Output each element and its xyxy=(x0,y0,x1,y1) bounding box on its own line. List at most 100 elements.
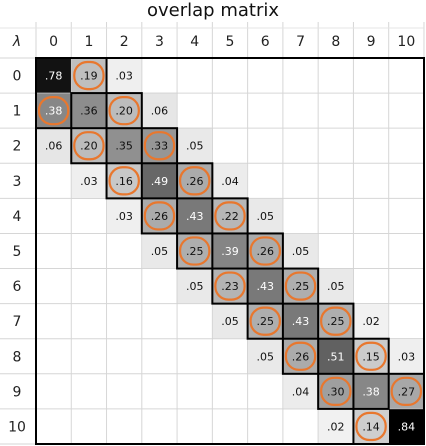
cell-value-label: .49 xyxy=(151,175,169,188)
highlight-ring xyxy=(143,131,176,161)
x-tick-label: 9 xyxy=(367,34,376,50)
cell-value-label: .20 xyxy=(115,105,133,118)
cell-value-label: .02 xyxy=(362,315,380,328)
cell-value-label: .03 xyxy=(398,350,416,363)
matrix-cell xyxy=(247,233,284,269)
highlight-ring xyxy=(320,306,352,336)
cell-value-label: .23 xyxy=(221,280,239,293)
matrix-cell xyxy=(212,198,248,234)
highlight-ring xyxy=(108,166,140,196)
cell-value-label: .22 xyxy=(221,210,239,223)
x-tick-label: 5 xyxy=(226,34,235,50)
cell-value-label: .51 xyxy=(327,350,345,363)
x-tick-label: 2 xyxy=(120,34,129,50)
matrix-cell xyxy=(388,408,425,445)
y-tick-label: 1 xyxy=(13,104,22,120)
x-tick-label: 7 xyxy=(296,34,305,50)
cell-value-label: .43 xyxy=(257,280,275,293)
matrix-cell xyxy=(212,303,248,340)
highlight-ring xyxy=(320,376,352,406)
cell-value-label: .27 xyxy=(398,385,416,398)
highlight-ring xyxy=(355,411,387,442)
cell-value-label: .14 xyxy=(362,420,380,433)
matrix-cell xyxy=(106,162,143,199)
matrix-cell xyxy=(141,92,178,129)
matrix-frame xyxy=(35,57,425,445)
cell-value-label: .06 xyxy=(151,105,169,118)
cell-value-label: .04 xyxy=(221,175,239,188)
cell-value-label: .25 xyxy=(292,280,310,293)
cell-value-label: .26 xyxy=(292,350,310,363)
y-tick-label: 2 xyxy=(13,139,22,155)
matrix-cell xyxy=(247,268,284,304)
matrix-cell xyxy=(317,268,354,304)
matrix-cell xyxy=(141,198,178,234)
highlight-ring xyxy=(73,60,105,91)
y-tick-label: 0 xyxy=(13,69,22,85)
highlight-ring xyxy=(284,341,317,371)
highlight-ring xyxy=(214,271,246,301)
cell-value-label: .19 xyxy=(80,70,98,83)
y-tick-label: 6 xyxy=(13,279,22,295)
cell-value-label: .25 xyxy=(186,245,204,258)
y-tick-label: 3 xyxy=(13,174,22,190)
matrix-cell xyxy=(70,127,107,164)
cell-value-label: .38 xyxy=(45,105,63,118)
lambda-corner-label: λ xyxy=(12,34,21,50)
cell-value-label: .78 xyxy=(45,70,63,83)
cell-value-label: .30 xyxy=(327,385,345,398)
highlight-ring xyxy=(249,306,281,336)
cell-value-label: .20 xyxy=(80,140,98,153)
cell-value-label: .16 xyxy=(115,175,133,188)
y-tick-label: 7 xyxy=(13,314,22,330)
highlight-ring xyxy=(108,95,140,126)
x-tick-label: 8 xyxy=(331,34,340,50)
matrix-cell xyxy=(247,303,284,340)
cell-value-label: .33 xyxy=(151,140,169,153)
cell-value-label: .26 xyxy=(257,245,275,258)
cell-value-label: .03 xyxy=(115,210,133,223)
matrix-cell xyxy=(35,92,72,129)
matrix-cell xyxy=(176,233,213,269)
y-tick-label: 5 xyxy=(13,244,22,260)
cell-value-label: .39 xyxy=(221,245,239,258)
cell-value-label: .26 xyxy=(151,210,169,223)
y-tick-label: 9 xyxy=(13,384,22,400)
x-tick-label: 10 xyxy=(397,34,415,50)
highlight-ring xyxy=(249,236,281,266)
matrix-cell xyxy=(70,162,107,199)
matrix-cell xyxy=(212,162,248,199)
cell-value-label: .05 xyxy=(151,245,169,258)
cell-value-label: .25 xyxy=(257,315,275,328)
highlight-ring xyxy=(284,271,317,301)
cell-value-label: .36 xyxy=(80,105,98,118)
cell-value-label: .43 xyxy=(186,210,204,223)
matrix-cell xyxy=(106,198,143,234)
cell-value-label: .05 xyxy=(257,350,275,363)
cell-value-label: .03 xyxy=(115,70,133,83)
cell-value-label: .04 xyxy=(292,385,310,398)
cell-value-label: .43 xyxy=(292,315,310,328)
matrix-cell xyxy=(353,373,389,410)
cell-value-labels: .78 .19 .03 .38 .36 .20 .06 .06 .20 .35 .33 .05 .03.… xyxy=(37,60,423,442)
matrix-cell xyxy=(176,268,213,304)
highlight-ring xyxy=(214,201,246,231)
matrix-cell xyxy=(141,233,178,269)
cell-value-label: .05 xyxy=(292,245,310,258)
matrix-cell xyxy=(282,338,319,375)
matrix-cell xyxy=(35,127,72,164)
cell-value-label: .84 xyxy=(398,420,416,433)
highlight-ring xyxy=(143,201,176,231)
cell-value-label: .05 xyxy=(186,280,204,293)
highlight-ring xyxy=(355,341,387,371)
x-tick-label: 6 xyxy=(261,34,270,50)
cell-value-label: .26 xyxy=(186,175,204,188)
x-tick-label: 4 xyxy=(190,34,199,50)
cell-value-label: .06 xyxy=(45,140,63,153)
cell-value-label: .05 xyxy=(221,315,239,328)
y-tick-label: 10 xyxy=(8,419,26,435)
highlight-ring xyxy=(73,131,105,161)
x-tick-label: 3 xyxy=(155,34,164,50)
cell-value-label: .35 xyxy=(115,140,133,153)
